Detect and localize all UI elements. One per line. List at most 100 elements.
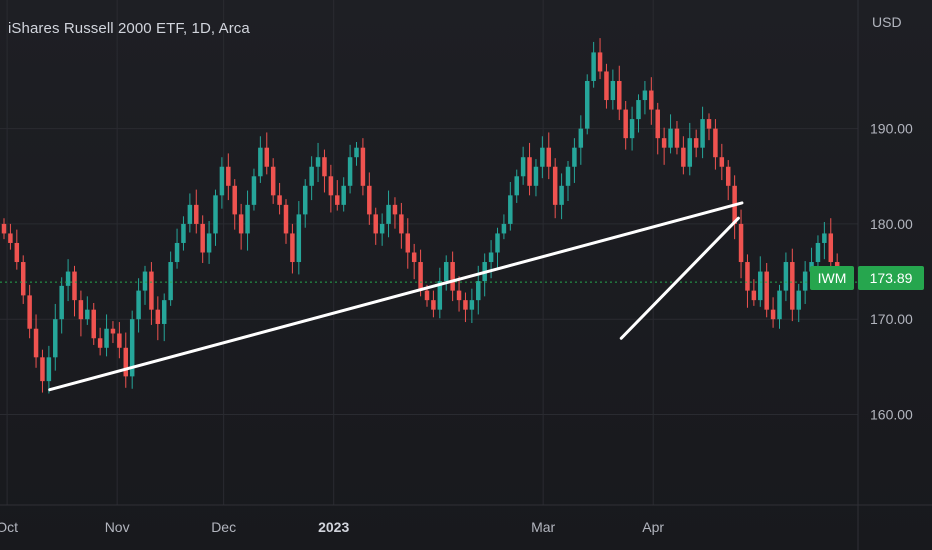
candle-body bbox=[687, 138, 693, 167]
candle-body bbox=[59, 285, 64, 320]
candle-body bbox=[424, 290, 430, 301]
candle-body bbox=[258, 147, 263, 177]
candle-body bbox=[802, 271, 808, 291]
candle-body bbox=[540, 147, 545, 167]
candle-body bbox=[85, 309, 90, 320]
candle-body bbox=[238, 214, 244, 234]
candle-body bbox=[399, 214, 404, 234]
candle-body bbox=[315, 157, 321, 167]
candle-body bbox=[194, 204, 199, 224]
candle-body bbox=[290, 233, 295, 263]
chart-title: iShares Russell 2000 ETF, 1D, Arca bbox=[8, 20, 250, 37]
candle-body bbox=[674, 128, 680, 148]
candle-body bbox=[527, 157, 532, 186]
candle-body bbox=[546, 147, 552, 167]
candle-body bbox=[463, 300, 468, 310]
candle-body bbox=[142, 271, 148, 291]
candle-body bbox=[20, 262, 26, 296]
last-price-badge: 173.89 bbox=[858, 266, 924, 290]
x-tick-label: Oct bbox=[0, 519, 18, 535]
y-tick-label: 160.00 bbox=[870, 406, 913, 422]
candle-body bbox=[719, 157, 725, 167]
candle-body bbox=[649, 90, 654, 110]
candle-body bbox=[161, 300, 167, 324]
candle-body bbox=[155, 309, 161, 324]
candle-body bbox=[655, 109, 660, 139]
candle-body bbox=[565, 166, 571, 186]
candle-body bbox=[245, 204, 250, 234]
candle-body bbox=[123, 347, 129, 377]
candle-body bbox=[226, 166, 231, 186]
candle-body bbox=[469, 300, 475, 310]
candle-body bbox=[725, 166, 731, 186]
candle-body bbox=[373, 214, 378, 234]
y-tick-label: 180.00 bbox=[870, 216, 913, 232]
candle-body bbox=[354, 147, 359, 158]
candle-body bbox=[431, 300, 436, 310]
candle-body bbox=[104, 328, 109, 348]
candle-body bbox=[822, 233, 827, 243]
candle-body bbox=[174, 242, 180, 263]
candle-body bbox=[360, 147, 366, 186]
candle-body bbox=[33, 328, 39, 358]
candle-body bbox=[136, 290, 141, 320]
candle-body bbox=[341, 185, 346, 205]
candle-body bbox=[78, 300, 84, 320]
trendline bbox=[619, 216, 740, 340]
candle-body bbox=[610, 80, 616, 101]
candle-body bbox=[302, 185, 308, 215]
candle-body bbox=[636, 100, 641, 120]
candle-body bbox=[65, 271, 71, 286]
candle-body bbox=[411, 252, 417, 263]
candle-body bbox=[745, 262, 750, 291]
candle-body bbox=[764, 271, 769, 310]
candle-body bbox=[700, 119, 705, 148]
candle-body bbox=[213, 195, 218, 234]
candle-body bbox=[264, 147, 270, 167]
candle-body bbox=[758, 271, 763, 301]
candle-body bbox=[693, 138, 699, 148]
candle-body bbox=[296, 214, 302, 263]
candle-body bbox=[783, 262, 789, 291]
candle-body bbox=[668, 128, 673, 148]
candle-body bbox=[661, 138, 667, 148]
candle-body bbox=[437, 281, 443, 310]
x-tick-label: Mar bbox=[531, 519, 555, 535]
currency-label: USD bbox=[872, 14, 902, 30]
x-tick-label: Dec bbox=[211, 519, 236, 535]
y-tick-label: 190.00 bbox=[870, 121, 913, 137]
candle-body bbox=[367, 185, 372, 215]
ticker-badge: IWM bbox=[810, 266, 854, 290]
candle-body bbox=[277, 195, 282, 205]
candle-body bbox=[110, 328, 116, 334]
candle-body bbox=[219, 166, 225, 196]
candle-body bbox=[443, 262, 449, 282]
candle-body bbox=[72, 271, 77, 301]
candle-body bbox=[501, 223, 507, 234]
candle-body bbox=[629, 119, 635, 139]
candle-body bbox=[790, 262, 795, 310]
candle-body bbox=[91, 309, 96, 339]
candle-body bbox=[552, 166, 558, 205]
candle-body bbox=[46, 357, 52, 382]
candle-body bbox=[27, 295, 32, 329]
candle-body bbox=[335, 195, 340, 205]
candle-body bbox=[149, 271, 154, 310]
candle-body bbox=[309, 166, 314, 186]
x-tick-label: Nov bbox=[105, 519, 130, 535]
candle-body bbox=[520, 157, 526, 177]
candle-body bbox=[8, 233, 13, 243]
candle-body bbox=[53, 319, 58, 358]
candle-body bbox=[117, 333, 122, 348]
candle-body bbox=[770, 309, 776, 320]
candle-body bbox=[379, 223, 385, 234]
candle-body bbox=[283, 204, 289, 234]
candle-body bbox=[168, 262, 173, 301]
candle-body bbox=[476, 281, 481, 301]
candle-body bbox=[828, 233, 834, 263]
candle-body bbox=[604, 71, 609, 101]
candle-body bbox=[405, 233, 411, 253]
x-tick-label: 2023 bbox=[318, 519, 349, 535]
candle-body bbox=[508, 195, 513, 224]
